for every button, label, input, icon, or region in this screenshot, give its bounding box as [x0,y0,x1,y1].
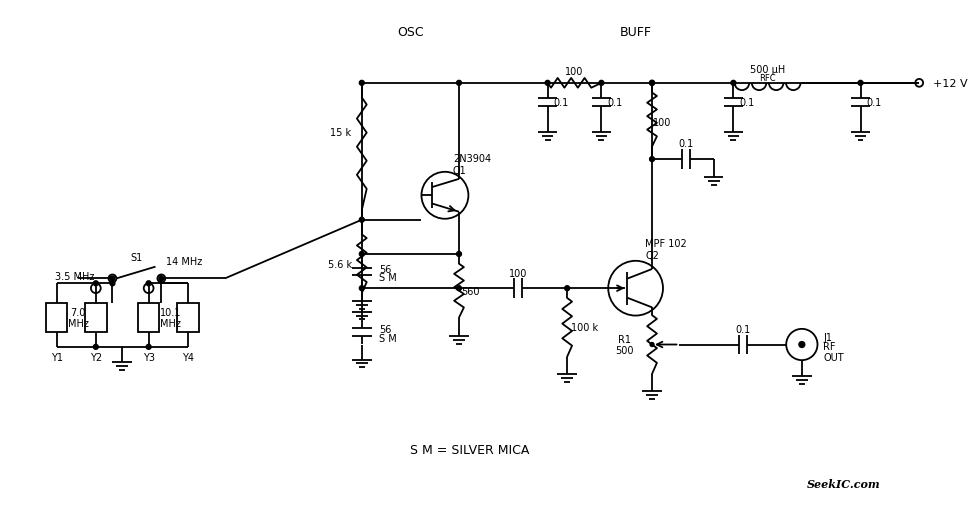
Text: 0.1: 0.1 [554,98,569,108]
Text: 100: 100 [652,118,671,128]
Text: 100: 100 [509,268,528,278]
Text: BUFF: BUFF [620,26,651,39]
Text: 0.1: 0.1 [679,139,694,149]
Circle shape [146,345,151,349]
Circle shape [110,281,115,286]
Text: 7.0
MHz: 7.0 MHz [68,307,89,329]
Text: 100 k: 100 k [571,323,598,333]
Text: S M: S M [379,273,397,283]
Circle shape [159,276,164,281]
Text: OSC: OSC [398,26,424,39]
Text: SeekIC.com: SeekIC.com [806,478,880,489]
Circle shape [599,81,604,86]
Text: 5.6 k: 5.6 k [328,259,352,269]
Circle shape [359,252,364,257]
Circle shape [564,286,569,291]
Text: 56: 56 [379,325,392,335]
Circle shape [650,81,654,86]
Circle shape [731,81,736,86]
Circle shape [359,81,364,86]
Circle shape [93,345,99,349]
Text: Y3: Y3 [142,352,155,362]
Text: 0.1: 0.1 [608,98,622,108]
Text: Y1: Y1 [50,352,63,362]
Text: RF
OUT: RF OUT [824,341,844,363]
Circle shape [799,342,804,348]
Text: S M: S M [379,333,397,343]
Text: 0.1: 0.1 [740,98,755,108]
Text: +12 V: +12 V [933,79,967,89]
Text: Y2: Y2 [90,352,102,362]
Bar [85,303,106,332]
Circle shape [457,252,462,257]
Circle shape [93,281,99,286]
Text: 2N3904
Q1: 2N3904 Q1 [453,154,491,175]
Text: 0.1: 0.1 [736,324,751,334]
Text: RFC: RFC [759,74,776,83]
Circle shape [858,81,862,86]
Circle shape [359,286,364,291]
Bar [137,303,160,332]
Text: MPF 102
Q2: MPF 102 Q2 [646,239,687,261]
Text: 100: 100 [564,67,583,77]
Text: 56: 56 [379,264,392,274]
Circle shape [146,281,151,286]
Circle shape [545,81,550,86]
Text: 3.5 MHz: 3.5 MHz [55,272,95,282]
Text: 0.1: 0.1 [866,98,882,108]
Text: 14 MHz: 14 MHz [166,257,202,266]
Circle shape [110,276,115,281]
Text: 560: 560 [462,286,480,296]
Text: S1: S1 [131,252,143,263]
Circle shape [650,81,654,86]
Text: Y4: Y4 [182,352,194,362]
Circle shape [650,158,654,162]
Text: R1
500: R1 500 [616,334,634,356]
Circle shape [650,343,654,347]
Text: J1: J1 [824,332,832,342]
Circle shape [457,81,462,86]
Circle shape [359,218,364,223]
Bar [45,303,68,332]
Text: 10.1
MHz: 10.1 MHz [160,307,181,329]
Circle shape [457,286,462,291]
Text: 500 μH: 500 μH [750,65,785,75]
Text: 15 k: 15 k [330,127,350,137]
Bar [177,303,198,332]
Text: S M = SILVER MICA: S M = SILVER MICA [409,443,529,456]
